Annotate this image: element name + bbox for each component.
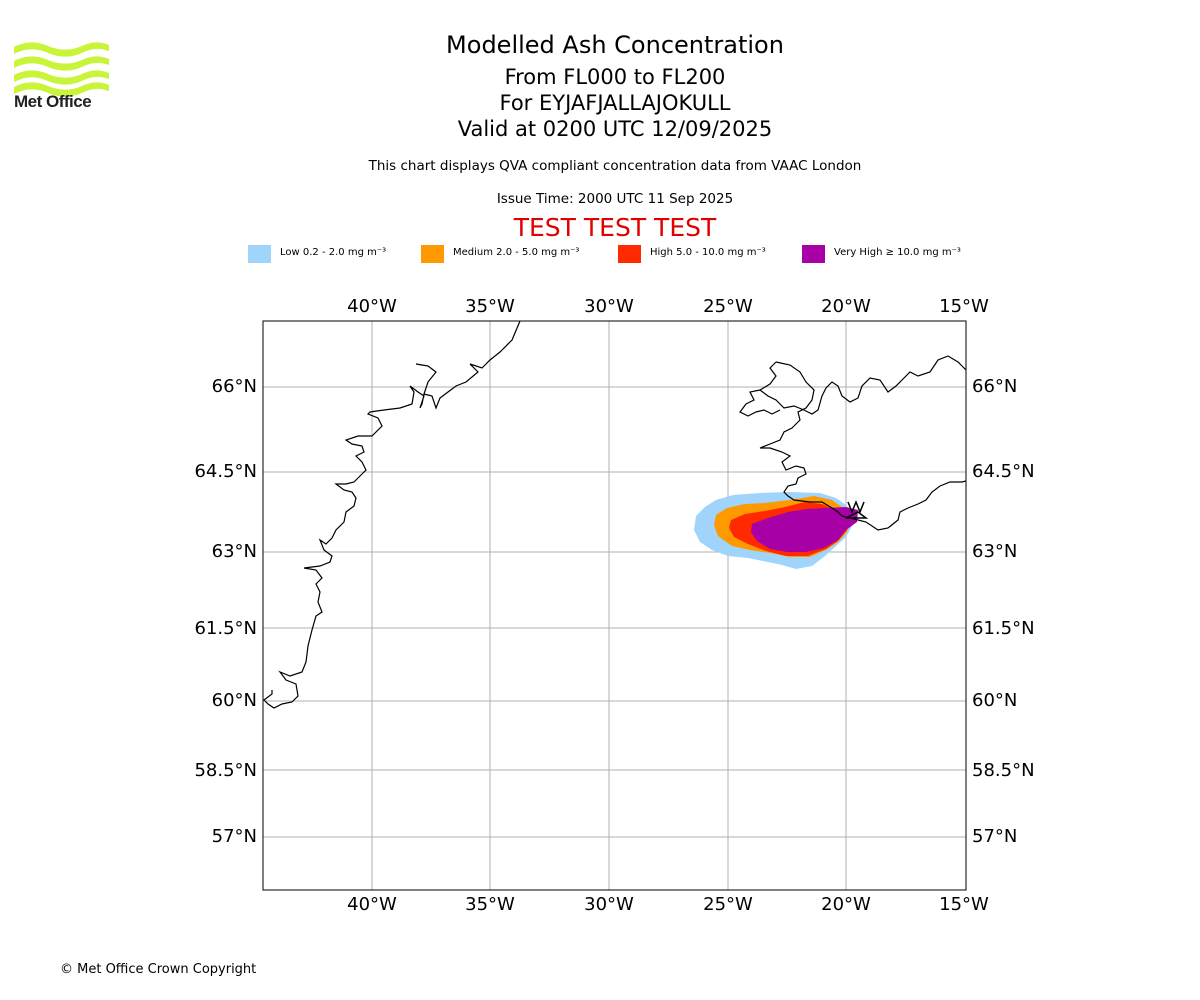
lat-ticks-right: 66°N 64.5°N 63°N 61.5°N 60°N 58.5°N 57°N <box>972 376 1035 847</box>
lon-tick-top-40w: 40°W <box>347 296 397 317</box>
lat-tick-left-66n: 66°N <box>212 376 257 397</box>
legend-label-low: Low 0.2 - 2.0 mg m⁻³ <box>280 247 387 258</box>
logo-text: Met Office <box>14 92 92 111</box>
lon-tick-bottom-40w: 40°W <box>347 894 397 915</box>
lat-tick-left-61-5n: 61.5°N <box>194 618 257 639</box>
test-banner: TEST TEST TEST <box>513 213 717 242</box>
lat-tick-right-61-5n: 61.5°N <box>972 618 1035 639</box>
volcano-name: For EYJAFJALLAJOKULL <box>499 91 731 115</box>
valid-time: Valid at 0200 UTC 12/09/2025 <box>457 117 773 141</box>
legend-swatch-medium <box>421 245 444 263</box>
lat-tick-left-58-5n: 58.5°N <box>194 760 257 781</box>
map-background <box>263 321 966 890</box>
issue-time: Issue Time: 2000 UTC 11 Sep 2025 <box>496 191 734 207</box>
lon-ticks-bottom: 40°W 35°W 30°W 25°W 20°W 15°W <box>347 894 989 915</box>
lon-tick-top-15w: 15°W <box>939 296 989 317</box>
map-frame <box>262 320 967 891</box>
lon-tick-top-30w: 30°W <box>584 296 634 317</box>
lat-tick-left-64-5n: 64.5°N <box>194 461 257 482</box>
lon-tick-top-20w: 20°W <box>821 296 871 317</box>
chart-title: Modelled Ash Concentration <box>446 31 784 59</box>
lon-tick-bottom-35w: 35°W <box>465 894 515 915</box>
flight-level-range: From FL000 to FL200 <box>504 65 726 89</box>
iceland-westfjord <box>739 389 781 417</box>
lat-tick-right-58-5n: 58.5°N <box>972 760 1035 781</box>
lat-tick-left-60n: 60°N <box>212 690 257 711</box>
greenland-inlet <box>415 363 437 395</box>
qva-note: This chart displays QVA compliant concen… <box>368 158 862 174</box>
lon-tick-bottom-25w: 25°W <box>703 894 753 915</box>
legend-label-high: High 5.0 - 10.0 mg m⁻³ <box>650 247 766 258</box>
lon-tick-top-35w: 35°W <box>465 296 515 317</box>
coastlines <box>263 321 966 709</box>
volcano-icon <box>845 499 869 519</box>
met-office-logo <box>14 42 109 97</box>
copyright: © Met Office Crown Copyright <box>60 962 257 977</box>
lon-tick-bottom-15w: 15°W <box>939 894 989 915</box>
lat-tick-right-60n: 60°N <box>972 690 1017 711</box>
lat-tick-right-64-5n: 64.5°N <box>972 461 1035 482</box>
lon-tick-top-25w: 25°W <box>703 296 753 317</box>
legend-label-very-high: Very High ≥ 10.0 mg m⁻³ <box>834 247 961 258</box>
greenland-coastline <box>263 321 521 709</box>
lat-ticks-left: 66°N 64.5°N 63°N 61.5°N 60°N 58.5°N 57°N <box>194 376 257 847</box>
volcano-marker <box>845 499 869 519</box>
lon-ticks-top: 40°W 35°W 30°W 25°W 20°W 15°W <box>347 296 989 317</box>
legend-label-medium: Medium 2.0 - 5.0 mg m⁻³ <box>453 247 580 258</box>
ash-area-very-high <box>751 507 858 552</box>
legend-swatch-high <box>618 245 641 263</box>
lat-tick-right-63n: 63°N <box>972 541 1017 562</box>
lat-tick-left-57n: 57°N <box>212 826 257 847</box>
graticule <box>263 321 966 890</box>
lat-tick-left-63n: 63°N <box>212 541 257 562</box>
lon-tick-bottom-30w: 30°W <box>584 894 634 915</box>
lat-tick-right-66n: 66°N <box>972 376 1017 397</box>
iceland-coastline <box>758 355 966 531</box>
lat-tick-right-57n: 57°N <box>972 826 1017 847</box>
lon-tick-bottom-20w: 20°W <box>821 894 871 915</box>
legend-swatch-very-high <box>802 245 825 263</box>
legend-swatch-low <box>248 245 271 263</box>
